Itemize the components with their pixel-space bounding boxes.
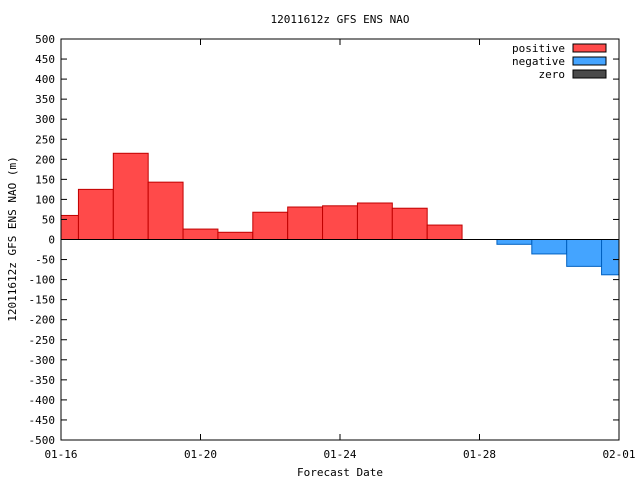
bar [356,202,393,241]
y-tick-label: -400 [29,394,56,407]
bar [566,239,603,267]
y-tick-label: 100 [35,193,55,206]
y-tick-label: 500 [35,33,55,46]
legend-swatch [572,69,607,79]
y-tick-label: 300 [35,113,55,126]
y-tick-label: 200 [35,153,55,166]
bar [496,239,533,245]
x-axis-label: Forecast Date [297,466,383,479]
y-axis-label: 12011612z GFS ENS NAO (m) [6,156,19,322]
y-tick-label: -350 [29,374,56,387]
x-tick-label: 01-16 [44,448,77,461]
bars-layer [60,152,620,276]
y-tick-label: 0 [48,234,55,247]
legend-swatch [572,43,607,53]
y-tick-label: 350 [35,93,55,106]
bar [77,188,114,240]
y-tick-label: -500 [29,434,56,447]
bar [601,239,620,276]
bar [391,207,428,240]
legend-label: zero [539,68,566,81]
y-tick-label: 150 [35,173,55,186]
bar [252,211,289,240]
legend-label: positive [512,42,565,55]
y-tick-label: -300 [29,354,56,367]
legend-label: negative [512,55,565,68]
bar [531,239,568,255]
y-tick-label: 250 [35,133,55,146]
y-tick-label: -150 [29,294,56,307]
bar [426,224,463,240]
y-tick-label: -50 [35,254,55,267]
x-tick-label: 01-24 [323,448,356,461]
bar [217,231,254,240]
bar [147,181,184,240]
x-tick-label: 02-01 [602,448,635,461]
y-tick-label: -450 [29,414,56,427]
y-tick-label: 400 [35,73,55,86]
chart-title: 12011612z GFS ENS NAO [270,13,409,26]
x-tick-label: 01-20 [184,448,217,461]
axes-layer: -500-450-400-350-300-250-200-150-100-500… [29,33,636,461]
y-tick-label: 50 [42,213,55,226]
y-tick-label: -250 [29,334,56,347]
bar [182,228,219,241]
bar [112,152,149,240]
legend-swatch [572,56,607,66]
x-tick-label: 01-28 [463,448,496,461]
y-tick-label: -100 [29,274,56,287]
y-tick-label: 450 [35,53,55,66]
y-tick-label: -200 [29,314,56,327]
bar [287,206,324,240]
bar [322,205,358,240]
